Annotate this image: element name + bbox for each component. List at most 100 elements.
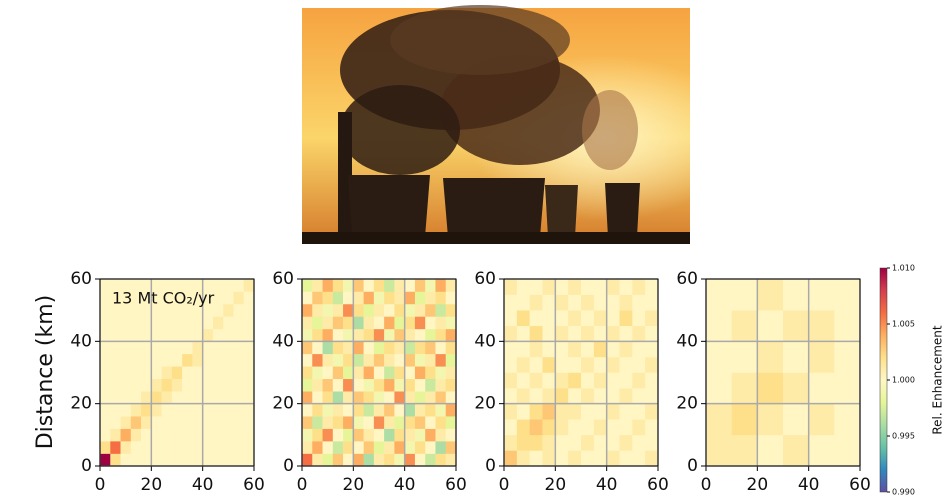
- heatmap-cell: [425, 379, 436, 392]
- heatmap-cell: [607, 404, 620, 420]
- heatmap-cell: [435, 391, 446, 404]
- heatmap-cell: [364, 304, 375, 317]
- heatmap-cell: [100, 429, 111, 442]
- heatmap-cell: [192, 379, 203, 392]
- heatmap-cell: [192, 454, 203, 467]
- y-tick-label: 40: [272, 331, 294, 351]
- heatmap-cell: [517, 279, 530, 295]
- heatmap-cell: [415, 291, 426, 304]
- heatmap-cell: [384, 416, 395, 429]
- heatmap-cell: [223, 316, 234, 329]
- heatmap-cell: [517, 295, 530, 311]
- heatmap-cell: [645, 341, 658, 357]
- heatmap-cell: [620, 373, 633, 389]
- heatmap-cell: [530, 295, 543, 311]
- heatmap-cell: [732, 435, 758, 466]
- heatmap-cell: [543, 279, 556, 295]
- heatmap-cell: [581, 388, 594, 404]
- heatmap-cell: [757, 279, 783, 310]
- heatmap-cell: [555, 404, 568, 420]
- heatmap-cell: [110, 416, 121, 429]
- heatmap-cell: [172, 316, 183, 329]
- heatmap-cell: [223, 366, 234, 379]
- heatmap-cell: [312, 379, 323, 392]
- heatmap-cell: [425, 404, 436, 417]
- heatmap-cell: [620, 435, 633, 451]
- heatmap-cell: [333, 316, 344, 329]
- heatmap-cell: [394, 379, 405, 392]
- heatmap-cell: [131, 416, 142, 429]
- heatmap-cell: [110, 404, 121, 417]
- x-tick-label: 20: [747, 475, 769, 495]
- heatmap-cell: [834, 404, 860, 435]
- heatmap-cell: [323, 329, 334, 342]
- heatmap-cell: [645, 404, 658, 420]
- heatmap-cell: [172, 441, 183, 454]
- heatmap-cell: [244, 354, 255, 367]
- heatmap-cell: [323, 341, 334, 354]
- heatmap-cell: [131, 441, 142, 454]
- heatmap-cell: [435, 329, 446, 342]
- heatmap-cell: [182, 341, 193, 354]
- heatmap-cell: [384, 429, 395, 442]
- heatmap-cell: [581, 326, 594, 342]
- heatmap-cell: [607, 326, 620, 342]
- heatmap-cell: [323, 379, 334, 392]
- heatmap-cell: [555, 341, 568, 357]
- heatmap-cell: [312, 329, 323, 342]
- heatmap-cell: [131, 404, 142, 417]
- heatmap-cell: [182, 354, 193, 367]
- heatmap-cell: [151, 441, 162, 454]
- heatmap-cell: [405, 354, 416, 367]
- heatmap-cell: [517, 450, 530, 466]
- heatmap-cell: [233, 404, 244, 417]
- heatmap-cell: [302, 391, 313, 404]
- heatmap-cell: [223, 404, 234, 417]
- heatmap-cell: [162, 441, 173, 454]
- heatmap-cell: [302, 441, 313, 454]
- heatmap-cell: [530, 388, 543, 404]
- heatmap-cell: [182, 316, 193, 329]
- heatmap-cell: [415, 441, 426, 454]
- heatmap-cell: [504, 295, 517, 311]
- heatmap-cell: [594, 373, 607, 389]
- heatmap-cell: [121, 441, 132, 454]
- heatmap-cell: [394, 329, 405, 342]
- heatmap-cell: [435, 429, 446, 442]
- heatmap-cell: [446, 454, 457, 467]
- heatmap-cell: [302, 354, 313, 367]
- heatmap-cell: [632, 295, 645, 311]
- heatmap-cell: [632, 435, 645, 451]
- heatmap-cell: [543, 435, 556, 451]
- heatmap-cell: [543, 419, 556, 435]
- heatmap-cell: [530, 435, 543, 451]
- heatmap-cell: [141, 354, 152, 367]
- y-tick-label: 60: [474, 269, 496, 289]
- heatmap-cell: [732, 341, 758, 372]
- heatmap-cell: [302, 404, 313, 417]
- heatmap-cell: [632, 373, 645, 389]
- heatmap-cell: [568, 388, 581, 404]
- heatmap-cell: [343, 341, 354, 354]
- heatmap-cell: [446, 441, 457, 454]
- heatmap-cell: [384, 379, 395, 392]
- heatmap-cell: [151, 329, 162, 342]
- heatmap-cell: [364, 354, 375, 367]
- heatmap-cell: [543, 295, 556, 311]
- heatmap-cell: [394, 454, 405, 467]
- heatmap-cell: [172, 366, 183, 379]
- heatmap-cell: [834, 279, 860, 310]
- heatmap-cell: [141, 441, 152, 454]
- heatmap-cell: [384, 316, 395, 329]
- heatmap-cell: [517, 419, 530, 435]
- heatmap-cell: [374, 304, 385, 317]
- heatmap-cell: [182, 329, 193, 342]
- colorbar-tick-label: 0.995: [892, 432, 915, 441]
- heatmap-cell: [364, 366, 375, 379]
- heatmap-cell: [151, 391, 162, 404]
- heatmap-cell: [607, 341, 620, 357]
- heatmap-cell: [151, 404, 162, 417]
- colorbar-tick-label: 1.000: [892, 376, 915, 385]
- heatmap-cell: [425, 354, 436, 367]
- heatmap-cell: [172, 416, 183, 429]
